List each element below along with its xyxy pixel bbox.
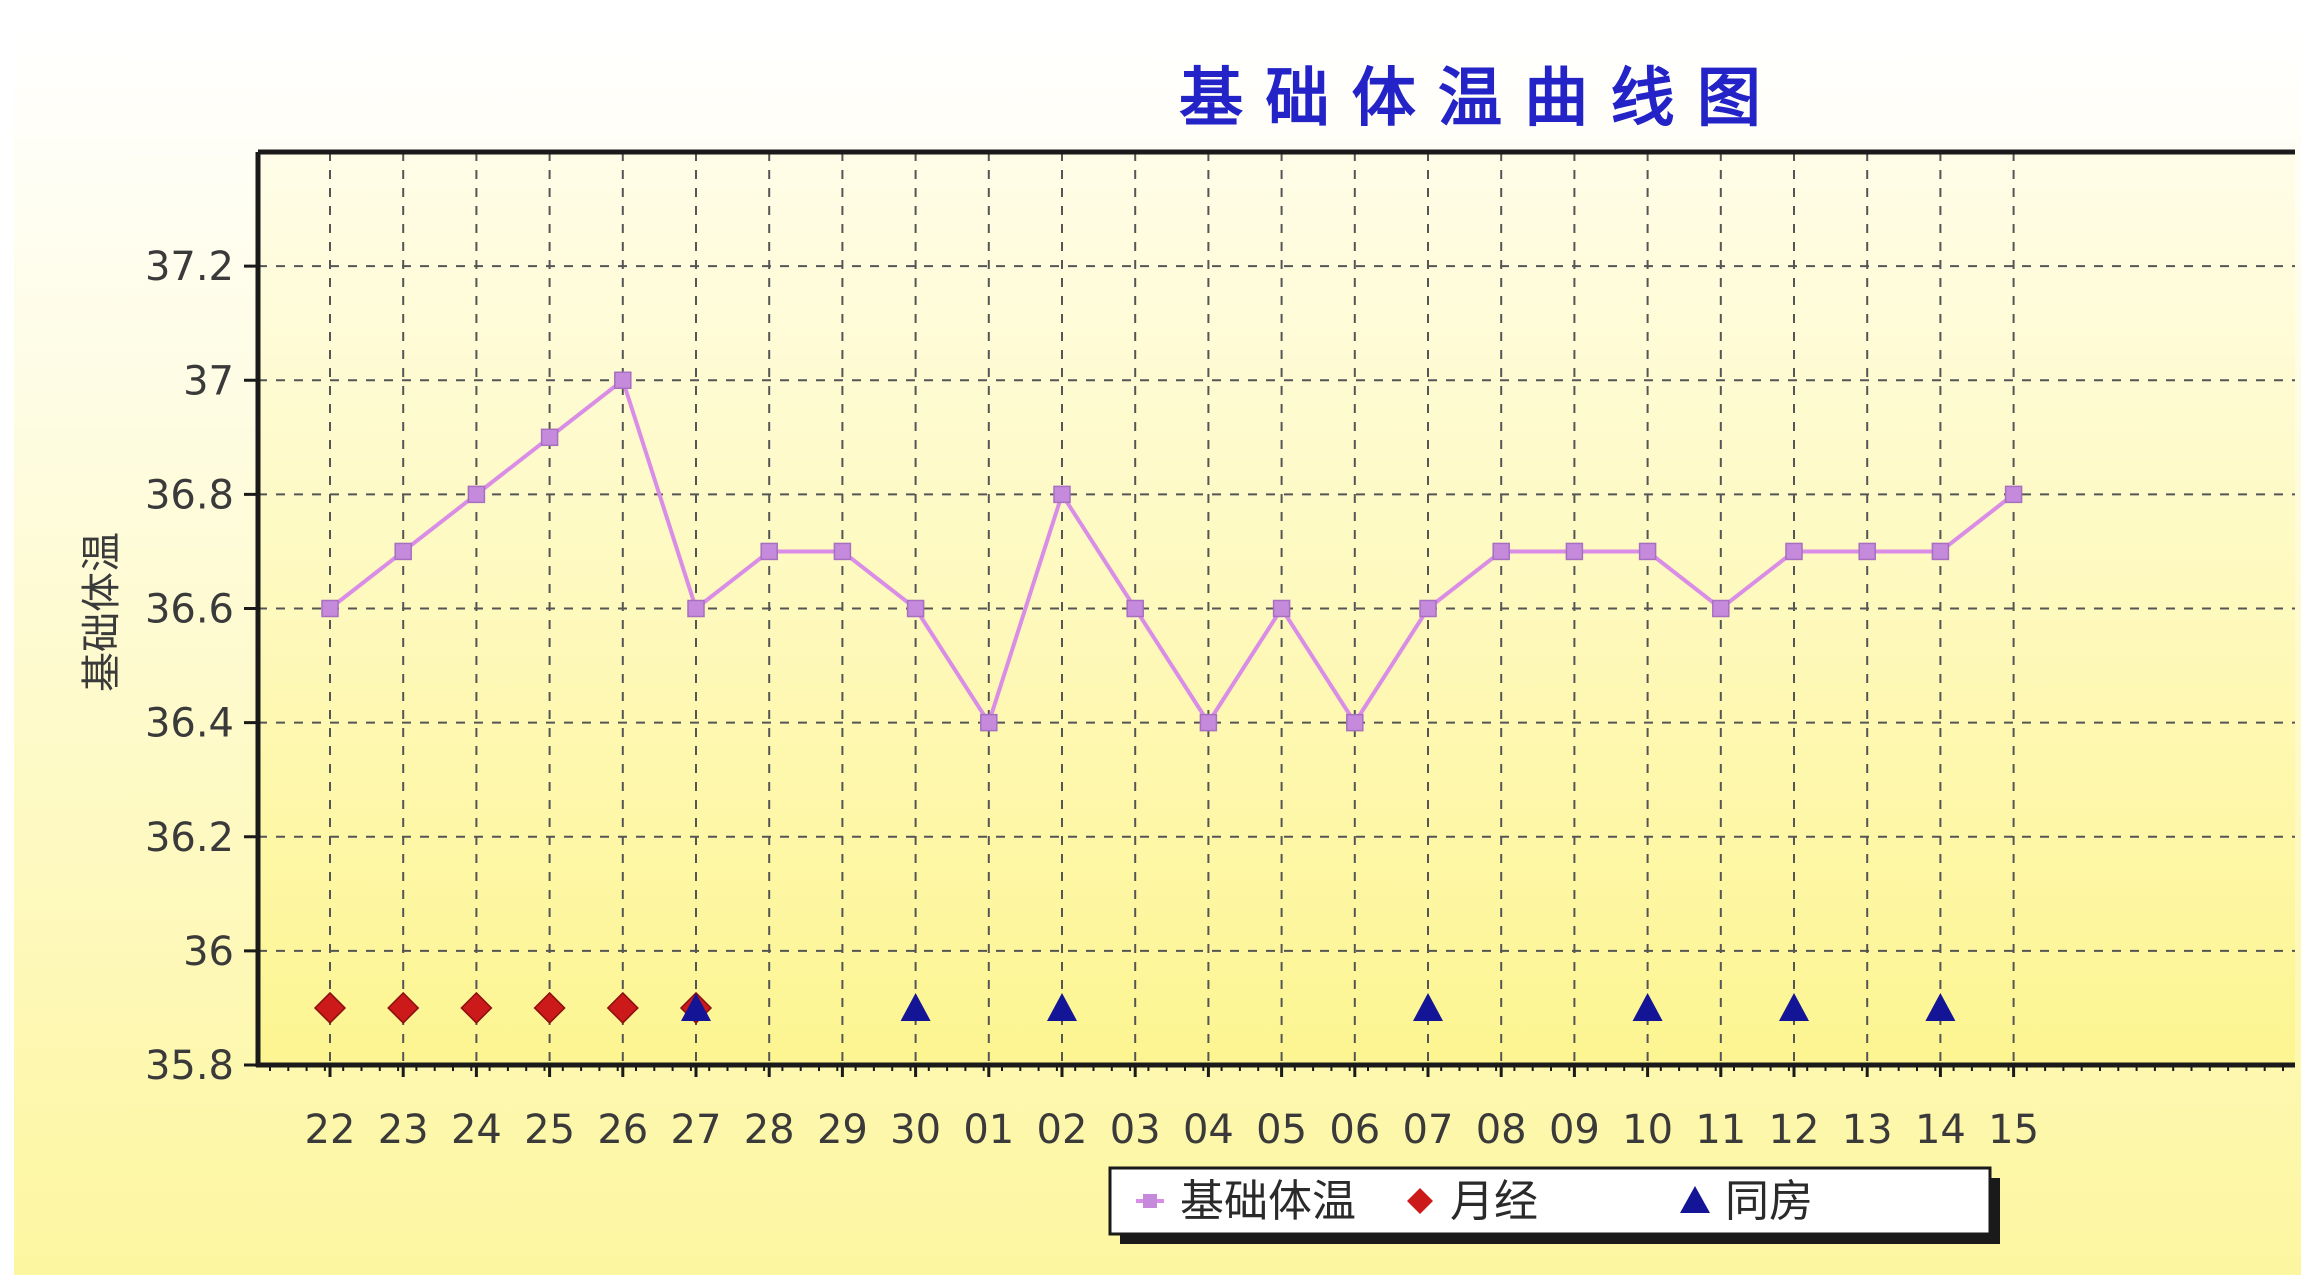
bbt-point (321, 599, 339, 618)
x-tick-label: 04 (1183, 1107, 1234, 1153)
bbt-point (1053, 485, 1071, 504)
bbt-point (687, 599, 705, 618)
bbt-point (467, 485, 486, 504)
bbt-point (1346, 713, 1364, 732)
x-tick-label: 05 (1256, 1107, 1307, 1153)
x-tick-label: 15 (1988, 1107, 2039, 1153)
bbt-series-line (328, 376, 2015, 728)
x-tick-label: 27 (671, 1107, 722, 1153)
y-tick-label: 37 (183, 358, 234, 404)
x-tick-label: 23 (378, 1107, 429, 1153)
coitus-point (1047, 992, 1077, 1021)
bbt-point (1419, 599, 1437, 618)
y-tick-label: 36.4 (145, 701, 234, 747)
bbt-point (614, 371, 632, 389)
coitus-point (1632, 992, 1663, 1021)
x-tick-label: 25 (524, 1107, 575, 1153)
x-tick-label: 26 (597, 1107, 648, 1153)
y-tick-label: 37.2 (145, 244, 234, 290)
x-tick-label: 02 (1037, 1107, 1088, 1153)
y-tick-label: 36.2 (145, 815, 234, 861)
legend-label: 月经 (1450, 1176, 1538, 1227)
x-tick-label: 28 (744, 1107, 795, 1153)
x-tick-label: 07 (1403, 1107, 1454, 1153)
bbt-point (1199, 713, 1218, 732)
x-tick-label: 10 (1622, 1107, 1673, 1153)
x-tick-label: 24 (451, 1107, 502, 1153)
bbt-point (1785, 542, 1803, 561)
bbt-point (906, 599, 925, 618)
x-tick-label: 06 (1329, 1107, 1380, 1153)
bbt-point (833, 542, 852, 561)
coitus-point (900, 992, 931, 1021)
bbt-point (2004, 485, 2023, 504)
x-tick-label: 29 (817, 1107, 868, 1153)
y-tick-label: 35.8 (145, 1043, 234, 1089)
x-tick-label: 03 (1110, 1107, 1161, 1153)
menses-point (533, 991, 566, 1024)
x-tick-label: 01 (963, 1107, 1014, 1153)
legend-coitus-marker (1680, 1186, 1710, 1213)
bbt-point (540, 428, 559, 447)
bbt-point (1712, 599, 1730, 618)
coitus-point (681, 992, 711, 1021)
y-tick-label: 36 (183, 929, 234, 975)
bbt-point (1638, 542, 1657, 561)
x-tick-label: 22 (305, 1107, 356, 1153)
menses-point (313, 991, 347, 1024)
x-tick-label: 08 (1476, 1107, 1527, 1153)
axis-layer: 35.8 36 36.2 36.4 36.6 36.8 37 37.2 22 23 24 25 26 27… (145, 149, 2295, 1153)
coitus-point (1413, 992, 1443, 1021)
bbt-point (1126, 599, 1144, 618)
x-tick-label: 30 (890, 1107, 941, 1153)
legend-label: 基础体温 (1180, 1176, 1356, 1227)
menses-point (606, 991, 639, 1024)
x-tick-label: 09 (1549, 1107, 1600, 1153)
bbt-point (1931, 542, 1950, 561)
bbt-point (1492, 542, 1510, 561)
x-tick-label: 13 (1842, 1107, 1893, 1153)
bbt-point (1272, 599, 1291, 618)
y-tick-label: 36.6 (145, 587, 234, 633)
coitus-point (1779, 992, 1809, 1021)
menses-point (460, 991, 493, 1024)
series-layer (313, 371, 2023, 1024)
menses-point (387, 991, 420, 1024)
bbt-point (1565, 542, 1584, 561)
coitus-point (1925, 992, 1956, 1021)
y-tick-label: 36.8 (145, 472, 234, 518)
bbt-point (1858, 542, 1876, 561)
legend-box (1108, 1166, 1992, 1236)
legend-menses-marker (1407, 1188, 1433, 1214)
x-tick-label: 11 (1695, 1107, 1746, 1153)
y-axis-label: 基础体温 (79, 532, 125, 692)
x-tick-label: 14 (1915, 1107, 1966, 1153)
bbt-point (980, 713, 998, 732)
legend: 基础体温 月经 同房 (1108, 1166, 2000, 1244)
legend-bbt-marker (1143, 1194, 1157, 1208)
x-tick-label: 12 (1769, 1107, 1820, 1153)
bbt-point (760, 542, 778, 561)
legend-label: 同房 (1725, 1176, 1813, 1227)
chart-title: 基 础 体 温 曲 线 图 (1179, 62, 1761, 136)
bbt-point (394, 542, 412, 561)
